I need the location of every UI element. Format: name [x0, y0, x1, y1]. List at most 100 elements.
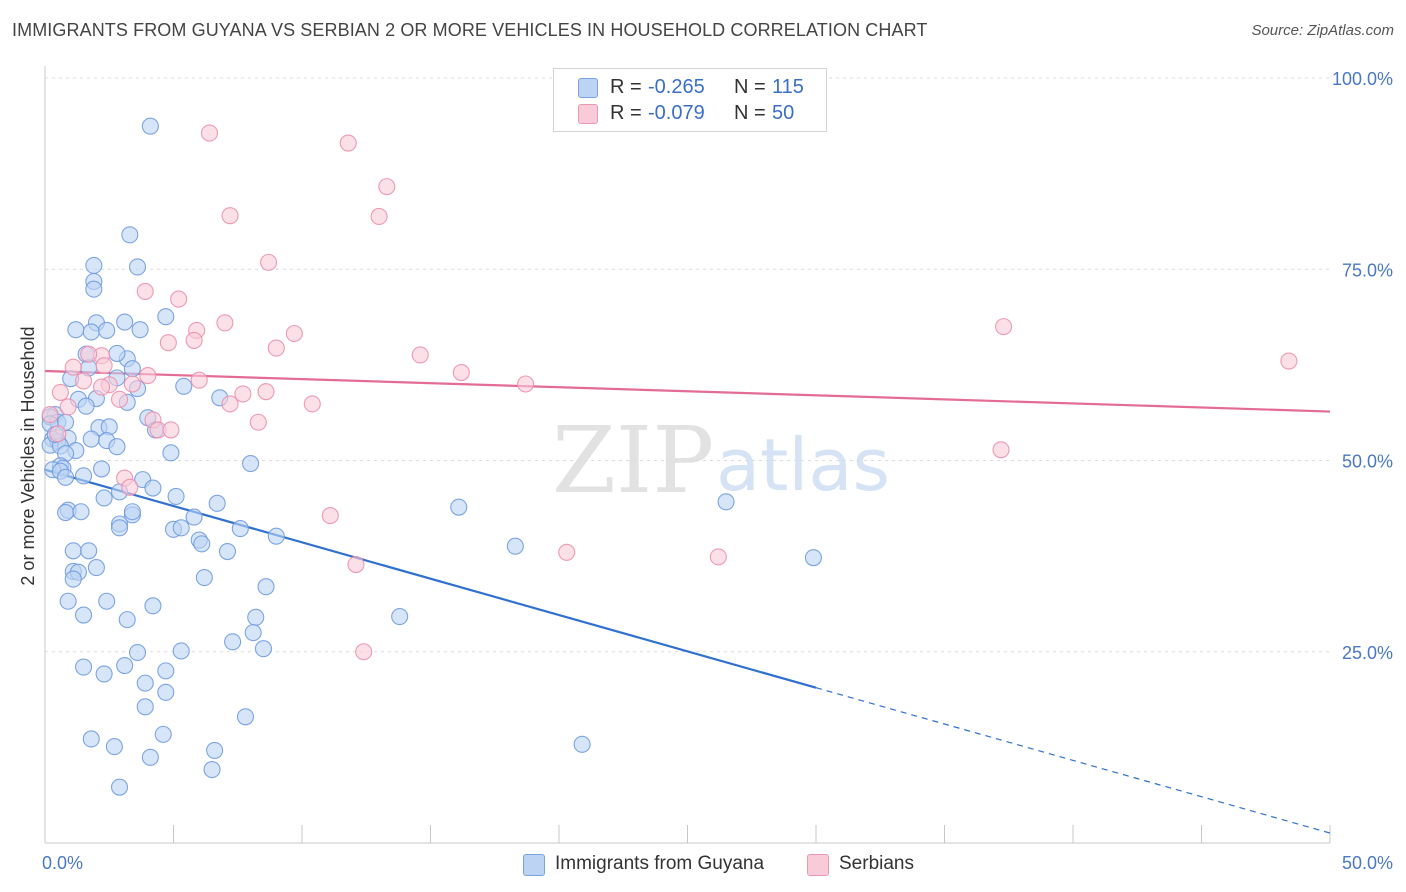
scatter-point [139, 367, 157, 385]
scatter-point [131, 321, 149, 339]
scatter-point [110, 778, 129, 796]
y-tick-label: 25.0% [1342, 643, 1393, 663]
scatter-point [98, 592, 116, 610]
legend-swatch-serbians [578, 104, 598, 124]
y-tick-label: 75.0% [1342, 260, 1393, 280]
legend-label-serbians: Serbians [839, 853, 914, 874]
scatter-point [116, 656, 134, 675]
legend-swatch-serbians [807, 854, 829, 876]
y-tick-label: 50.0% [1342, 452, 1393, 472]
scatter-point [100, 418, 118, 436]
scatter-point [221, 207, 239, 225]
trend-line-1 [44, 369, 1331, 413]
scatter-point [75, 372, 93, 390]
scatter-point [157, 662, 175, 680]
scatter-point [247, 608, 265, 626]
scatter-point [216, 314, 234, 332]
scatter-point [64, 570, 82, 588]
scatter-point [1280, 352, 1298, 370]
scatter-point [80, 345, 98, 363]
scatter-point [303, 395, 321, 413]
scatter-point [95, 357, 113, 375]
scatter-point [995, 318, 1013, 336]
scatter-point [452, 363, 470, 382]
scatter-point [242, 455, 260, 473]
scatter-point [558, 543, 576, 561]
scatter-point [85, 256, 103, 274]
scatter-point [206, 741, 224, 759]
scatter-point [992, 441, 1010, 459]
trend-line-0 [44, 468, 817, 689]
scatter-point [80, 542, 98, 560]
x-tick-label-min: 0.0% [42, 853, 83, 873]
scatter-point [190, 371, 208, 389]
scatter-point [82, 730, 100, 748]
scatter-point [411, 346, 429, 364]
scatter-point [121, 478, 139, 496]
r-label: R = [610, 102, 642, 124]
scatter-point [116, 313, 134, 331]
scatter-point [221, 395, 239, 413]
scatter-point [167, 487, 185, 506]
scatter-point [136, 698, 154, 716]
n-label: N = [734, 102, 766, 124]
scatter-point [105, 738, 123, 756]
scatter-point [59, 398, 77, 416]
scatter-point [267, 339, 285, 357]
axes [44, 66, 1331, 844]
scatter-point [244, 624, 262, 642]
scatter-point [804, 549, 822, 567]
scatter-point [355, 643, 373, 661]
scatter-point [254, 640, 273, 658]
scatter-point [195, 568, 213, 587]
scatter-point [110, 519, 129, 537]
scatter-point [203, 761, 221, 779]
scatter-point [200, 124, 219, 142]
scatter-point [159, 334, 177, 352]
scatter-point [75, 606, 93, 624]
scatter-point [391, 608, 409, 626]
scatter-point [267, 527, 285, 545]
scatter-point [162, 444, 180, 462]
scatter-point [77, 397, 95, 415]
scatter-point [162, 421, 180, 439]
scatter-point [157, 308, 175, 326]
scatter-point [82, 323, 100, 341]
r-label: R = [610, 76, 642, 98]
scatter-point [257, 578, 275, 596]
scatter-point [208, 494, 226, 512]
scatter-point [64, 358, 82, 376]
scatter-point [175, 377, 193, 395]
scatter-point [123, 503, 141, 521]
scatter-point [218, 542, 237, 561]
scatter-point [172, 519, 190, 537]
tick-labels: 25.0% 50.0% 75.0% 100.0% 0.0% 50.0% [42, 69, 1393, 873]
scatter-point [573, 735, 591, 753]
legend-swatch-guyana [523, 854, 545, 876]
scatter-point [285, 324, 303, 343]
n-value: 50 [772, 102, 795, 124]
scatter-point [57, 468, 75, 486]
source-label: Source: ZipAtlas.com [1251, 22, 1394, 39]
trend-lines [44, 369, 1331, 834]
scatter-point [193, 535, 211, 553]
series-legend: Immigrants from Guyana Serbians [0, 852, 1406, 878]
scatter-point [57, 503, 75, 522]
scatter-point [110, 390, 129, 408]
scatter-point [118, 611, 136, 629]
r-value: -0.265 [648, 76, 705, 98]
y-axis-label: 2 or more Vehicles in Household [18, 326, 38, 585]
data-points [41, 117, 1298, 796]
scatter-point [82, 430, 100, 448]
scatter-point [136, 674, 154, 692]
scatter-point [260, 253, 278, 271]
scatter-point [59, 592, 77, 610]
chart-title: IMMIGRANTS FROM GUYANA VS SERBIAN 2 OR M… [12, 20, 928, 40]
scatter-point [87, 559, 105, 577]
series-points-1 [41, 124, 1298, 661]
scatter-point [172, 642, 190, 660]
scatter-point [75, 467, 93, 485]
grid [45, 77, 1330, 653]
scatter-point [92, 460, 111, 478]
